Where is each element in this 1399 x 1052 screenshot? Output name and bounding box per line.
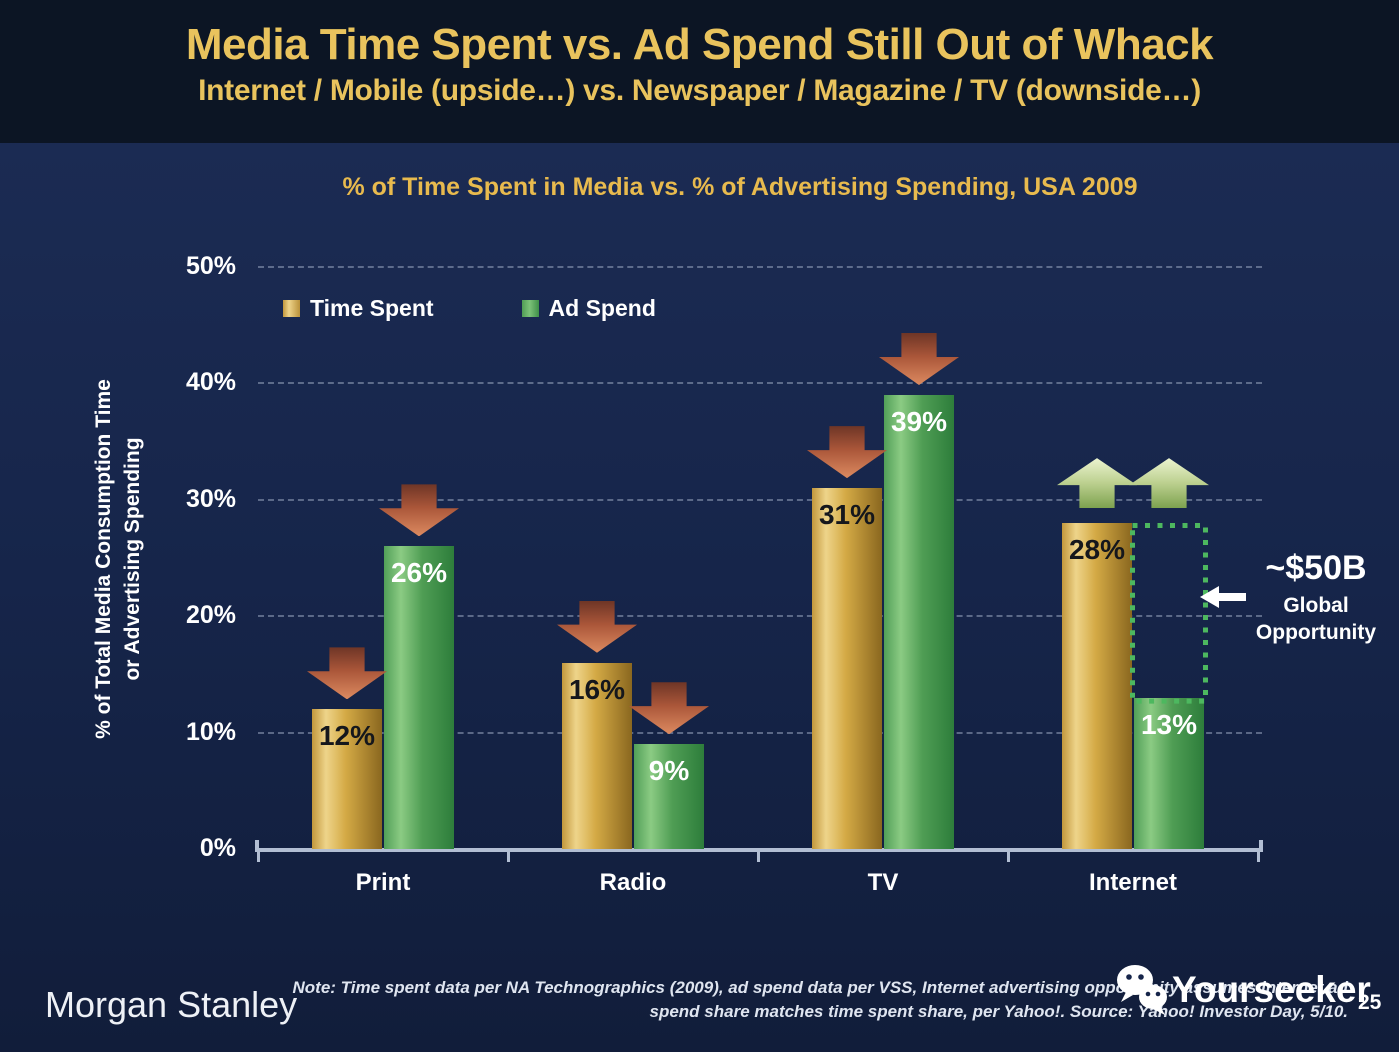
axis-tick xyxy=(1007,849,1010,862)
watermark-text: Yourseeker xyxy=(1172,969,1371,1010)
axis-tick xyxy=(507,849,510,862)
category-label-radio: Radio xyxy=(599,869,667,896)
bar-value-label: 9% xyxy=(648,755,690,787)
axis-tick xyxy=(257,849,260,862)
bar-radio-ad-spend xyxy=(634,744,704,849)
bar-internet-ad-spend xyxy=(1134,697,1204,849)
bar-value-label: 28% xyxy=(1068,534,1126,566)
y-tick-label: 40% xyxy=(185,368,236,397)
left-arrow-icon xyxy=(1200,586,1246,608)
chart-legend: Time Spent Ad Spend xyxy=(283,295,656,322)
legend-label-time-spent: Time Spent xyxy=(310,295,434,321)
bar-print-time-spent xyxy=(312,709,382,849)
bar-tv-ad-spend xyxy=(884,395,954,849)
axis-end-tick xyxy=(1259,840,1263,849)
slide-title: Media Time Spent vs. Ad Spend Still Out … xyxy=(185,20,1214,69)
source-note-line2: spend share matches time spent share, pe… xyxy=(649,1002,1349,1021)
axis-end-tick xyxy=(255,840,259,849)
y-axis-title-line2: or Advertising Spending xyxy=(121,437,144,681)
y-axis-title: % of Total Media Consumption Time or Adv… xyxy=(89,309,149,809)
y-tick-label: 0% xyxy=(199,834,236,862)
y-axis-title-line1: % of Total Media Consumption Time xyxy=(92,379,115,739)
gridline xyxy=(258,731,1262,734)
legend-label-ad-spend: Ad Spend xyxy=(548,295,656,321)
bar-value-label: 26% xyxy=(390,557,448,589)
watermark: Yourseeker xyxy=(1112,962,1371,1018)
bar-internet-time-spent xyxy=(1062,523,1132,849)
chart-title: % of Time Spent in Media vs. % of Advert… xyxy=(342,173,1138,201)
category-label-print: Print xyxy=(355,869,411,896)
axis-tick xyxy=(1257,849,1260,862)
gridline xyxy=(258,615,1262,618)
gridline xyxy=(258,266,1262,268)
opportunity-sub2: Opportunity xyxy=(1255,621,1377,644)
bar-value-label: 39% xyxy=(890,406,948,438)
source-note: Note: Time spent data per NA Technograph… xyxy=(290,976,1349,1024)
slide-header: Media Time Spent vs. Ad Spend Still Out … xyxy=(0,0,1399,143)
bar-value-label: 31% xyxy=(818,499,876,531)
gridline xyxy=(258,382,1262,385)
bar-tv-time-spent xyxy=(812,488,882,849)
axis-tick xyxy=(757,849,760,862)
bar-print-ad-spend xyxy=(384,546,454,849)
source-note-line1: Note: Time spent data per NA Technograph… xyxy=(292,978,1349,997)
page-number: 25 xyxy=(1358,991,1382,1014)
category-label-tv: TV xyxy=(867,869,899,896)
bar-radio-time-spent xyxy=(562,662,632,849)
wechat-icon xyxy=(1117,965,1167,1015)
bar-value-label: 13% xyxy=(1140,708,1198,740)
y-tick-label: 20% xyxy=(185,601,236,630)
down-arrow-icon xyxy=(307,647,387,700)
down-arrow-icon xyxy=(557,600,637,653)
bar-value-label: 16% xyxy=(568,673,626,705)
down-arrow-icon xyxy=(379,484,459,537)
opportunity-value: ~$50B xyxy=(1265,549,1367,587)
opportunity-dotted-box xyxy=(1130,523,1208,704)
gridline xyxy=(258,498,1262,501)
bar-value-label: 12% xyxy=(318,720,376,752)
down-arrow-icon xyxy=(629,682,709,735)
y-tick-label: 30% xyxy=(185,484,236,513)
legend-swatch-green xyxy=(521,300,539,317)
legend-item-time-spent: Time Spent xyxy=(283,295,434,322)
y-tick-label: 50% xyxy=(185,252,236,280)
slide-subtitle: Internet / Mobile (upside…) vs. Newspape… xyxy=(198,74,1201,107)
legend-swatch-gold xyxy=(283,300,300,317)
legend-item-ad-spend: Ad Spend xyxy=(521,295,656,322)
opportunity-sub1: Global xyxy=(1283,594,1349,617)
opportunity-annotation: ~$50B Global Opportunity xyxy=(1240,549,1392,646)
category-label-internet: Internet xyxy=(1088,869,1177,896)
y-tick-label: 10% xyxy=(185,717,236,746)
down-arrow-icon xyxy=(879,333,959,386)
morgan-stanley-logo: Morgan Stanley xyxy=(45,984,298,1025)
down-arrow-icon xyxy=(807,426,887,479)
